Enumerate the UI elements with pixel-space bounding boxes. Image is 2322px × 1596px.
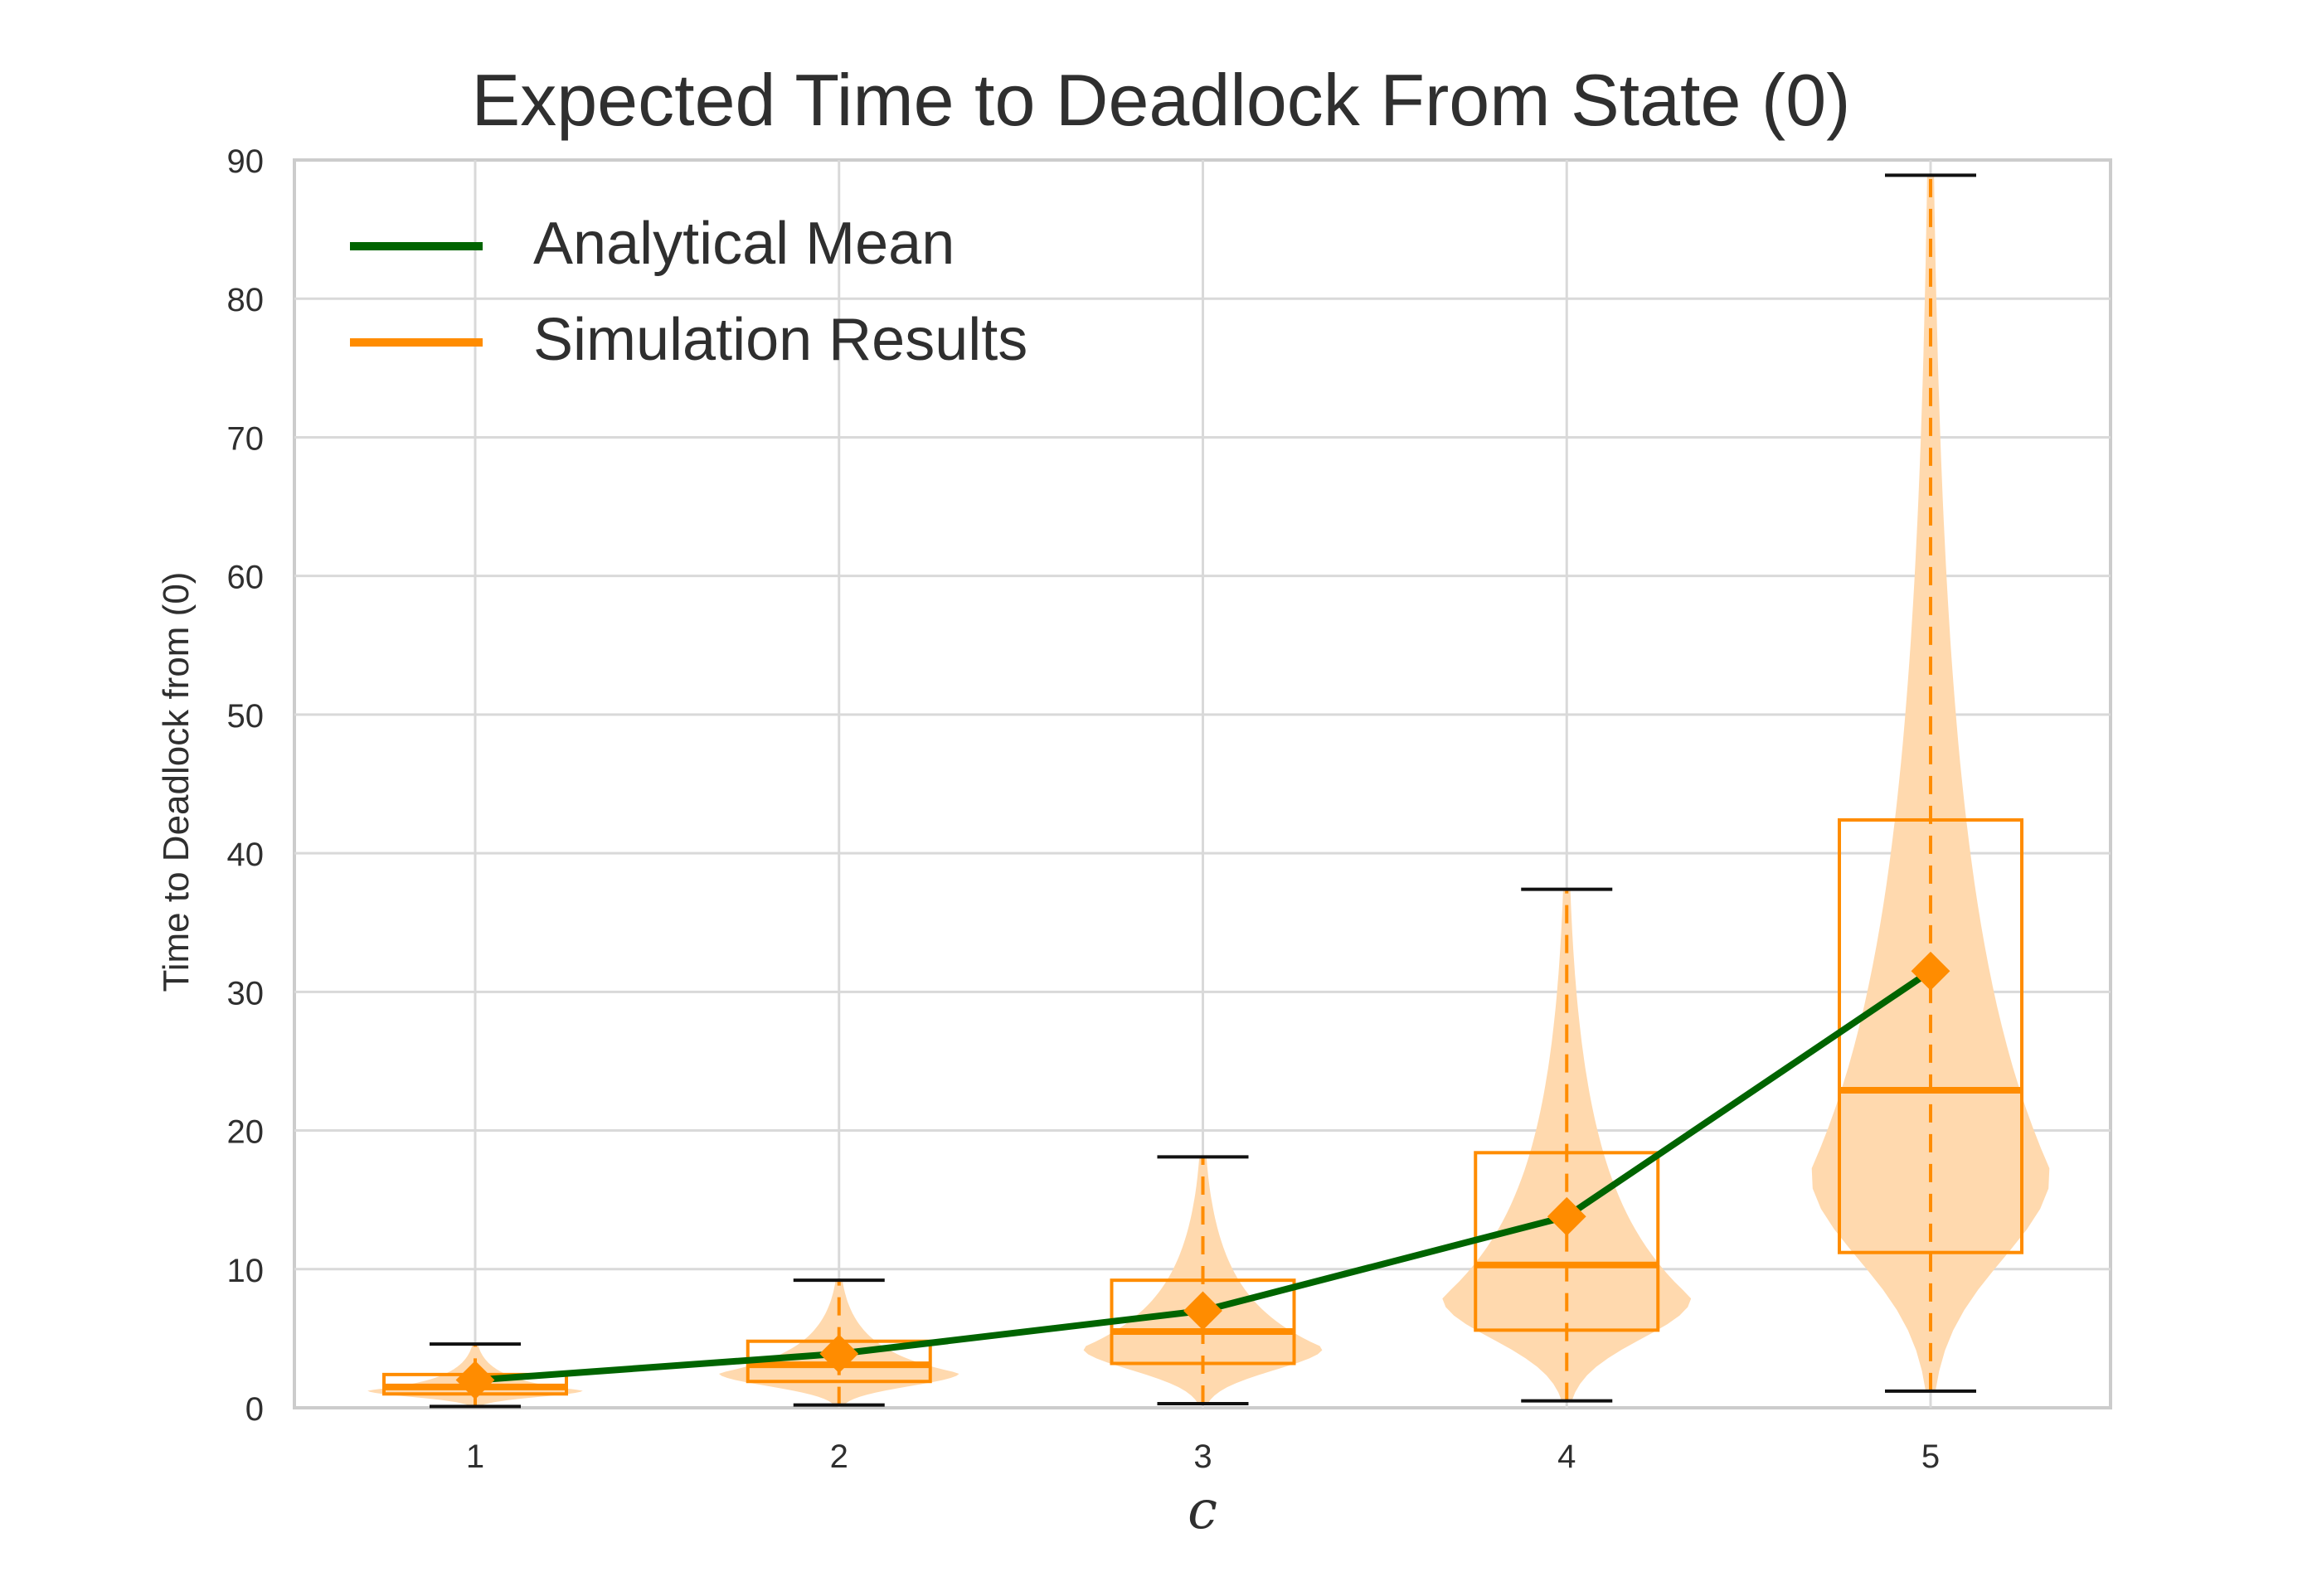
x-tick-label: 4 <box>1557 1438 1576 1475</box>
y-tick-label: 80 <box>227 282 265 318</box>
y-tick-label: 50 <box>227 698 265 735</box>
legend-swatch-analytical-mean <box>350 242 483 250</box>
mean-marker <box>1547 1196 1586 1236</box>
legend-swatch-simulation-results <box>350 338 483 347</box>
y-tick-label: 90 <box>227 143 265 180</box>
y-tick-label: 30 <box>227 975 265 1011</box>
mean-marker <box>1183 1291 1222 1331</box>
y-tick-label: 60 <box>227 560 265 596</box>
y-tick-label: 20 <box>227 1114 265 1151</box>
mean-marker <box>1911 951 1950 991</box>
y-tick-label: 10 <box>227 1253 265 1289</box>
mean-marker <box>819 1334 859 1374</box>
x-tick-label: 5 <box>1921 1438 1940 1475</box>
x-tick-label: 3 <box>1193 1438 1212 1475</box>
mean-marker <box>455 1361 495 1400</box>
x-axis-label: c <box>1188 1480 1217 1541</box>
x-tick-label: 1 <box>466 1438 484 1475</box>
y-axis-label: Time to Deadlock from (0) <box>156 571 197 992</box>
y-tick-label: 70 <box>227 420 265 457</box>
y-tick-label: 40 <box>227 837 265 873</box>
legend-label-simulation-results: Simulation Results <box>533 307 1028 373</box>
x-tick-label: 2 <box>830 1438 848 1475</box>
legend-label-analytical-mean: Analytical Mean <box>533 211 955 277</box>
chart-title: Expected Time to Deadlock From State (0) <box>471 59 1851 141</box>
y-tick-label: 0 <box>245 1391 264 1428</box>
